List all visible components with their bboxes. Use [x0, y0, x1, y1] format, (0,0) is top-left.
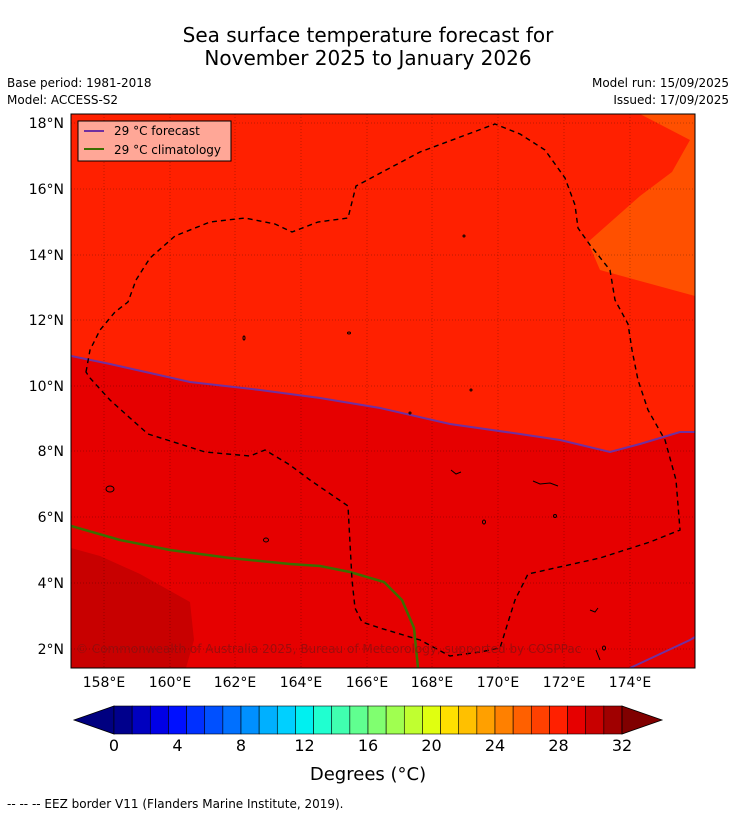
colorbar-under-arrow — [72, 705, 115, 735]
colorbar-cell — [295, 705, 314, 735]
issued-date: Issued: 17/09/2025 — [613, 93, 729, 107]
colorbar-cell — [494, 705, 514, 735]
eez-border — [85, 123, 681, 657]
colorbar-cell — [131, 705, 151, 735]
lat-axis: 18°N 16°N 14°N 12°N 10°N 8°N 6°N 4°N 2°N — [29, 116, 64, 658]
map-legend: 29 °C forecast 29 °C climatology — [77, 120, 232, 162]
colorbar-cell — [240, 705, 260, 735]
forecast-29c-line-segment — [629, 636, 695, 668]
colorbar-tick: 24 — [485, 736, 505, 755]
lon-label: 164°E — [280, 675, 323, 691]
lon-label: 170°E — [477, 675, 520, 691]
colorbar-cell — [204, 705, 224, 735]
colorbar-cell — [222, 705, 242, 735]
colorbar-cell — [331, 705, 351, 735]
colorbar-tick: 12 — [294, 736, 314, 755]
lat-label: 4°N — [38, 576, 64, 592]
colorbar-cells — [113, 705, 623, 735]
sst-band-below-28 — [588, 114, 695, 296]
colorbar-cell — [530, 705, 550, 735]
lon-label: 160°E — [149, 675, 192, 691]
lon-label: 158°E — [83, 675, 126, 691]
lon-label: 172°E — [543, 675, 586, 691]
legend-climatology-label: 29 °C climatology — [114, 143, 221, 157]
lat-label: 10°N — [29, 379, 64, 395]
islands — [105, 234, 606, 661]
base-period: Base period: 1981-2018 — [7, 76, 152, 90]
colorbar-cell — [168, 705, 187, 735]
model-name: Model: ACCESS-S2 — [7, 93, 119, 107]
colorbar-cell — [512, 705, 532, 735]
colorbar-cell — [313, 705, 333, 735]
lon-label: 168°E — [411, 675, 454, 691]
colorbar-cell — [403, 705, 423, 735]
colorbar-cell — [585, 705, 605, 735]
legend-box — [77, 120, 232, 162]
forecast-29c-line — [71, 355, 695, 454]
copyright-watermark: © Commonwealth of Australia 2025, Bureau… — [76, 642, 581, 656]
colorbar-cell — [149, 705, 169, 735]
colorbar-tick: 8 — [236, 736, 246, 755]
colorbar-cell — [113, 705, 133, 735]
lat-label: 6°N — [38, 510, 64, 526]
model-run: Model run: 15/09/2025 — [591, 76, 729, 90]
colorbar-label: Degrees (°C) — [310, 764, 426, 785]
lat-label: 16°N — [29, 182, 64, 198]
colorbar-tick: 28 — [548, 736, 568, 755]
lat-label: 8°N — [38, 444, 64, 460]
map-frame — [70, 113, 696, 669]
lat-label: 2°N — [38, 642, 64, 658]
legend-forecast-label: 29 °C forecast — [114, 124, 200, 138]
colorbar-cell — [367, 705, 387, 735]
colorbar-cell — [549, 705, 568, 735]
colorbar-cell — [603, 705, 623, 735]
colorbar: 0 4 8 12 16 20 24 28 32 Degrees (°C) — [72, 705, 664, 785]
colorbar-over-arrow — [621, 705, 664, 735]
colorbar-cell — [440, 705, 460, 735]
chart-title-line1: Sea surface temperature forecast for — [182, 23, 554, 47]
colorbar-cell — [476, 705, 496, 735]
eez-footnote: -- -- -- EEZ border V11 (Flanders Marine… — [7, 797, 344, 811]
lon-label: 166°E — [346, 675, 389, 691]
lat-label: 18°N — [29, 116, 64, 132]
colorbar-cell — [385, 705, 405, 735]
colorbar-cell — [458, 705, 478, 735]
map-grid — [71, 114, 695, 668]
colorbar-cell — [258, 705, 278, 735]
colorbar-cell — [349, 705, 369, 735]
lon-label: 162°E — [214, 675, 257, 691]
colorbar-cell — [567, 705, 587, 735]
colorbar-cell — [276, 705, 296, 735]
lon-axis: 158°E 160°E 162°E 164°E 166°E 168°E 170°… — [83, 675, 652, 691]
colorbar-tick: 4 — [172, 736, 182, 755]
lon-label: 174°E — [609, 675, 652, 691]
colorbar-cell — [422, 705, 441, 735]
sst-band-30-31 — [71, 548, 194, 668]
chart-title-line2: November 2025 to January 2026 — [204, 46, 532, 70]
colorbar-tick: 0 — [109, 736, 119, 755]
sst-field: 29 °C forecast 29 °C climatology © Commo… — [71, 114, 695, 668]
sst-band-29-30 — [71, 356, 695, 668]
climatology-29c-line — [71, 524, 420, 668]
lat-label: 14°N — [29, 248, 64, 264]
colorbar-cell — [186, 705, 206, 735]
colorbar-tick: 20 — [421, 736, 441, 755]
colorbar-tick: 16 — [358, 736, 378, 755]
lat-label: 12°N — [29, 313, 64, 329]
colorbar-tick: 32 — [612, 736, 632, 755]
colorbar-ticks: 0 4 8 12 16 20 24 28 32 — [109, 736, 632, 755]
